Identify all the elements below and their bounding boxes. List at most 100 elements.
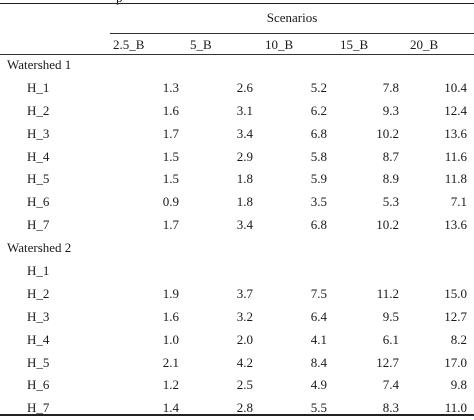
table-row: H_3 1.6 3.2 6.4 9.5 12.7 [0,306,474,329]
value-cell: 3.4 [236,125,253,141]
table-row: H_3 1.7 3.4 6.8 10.2 13.6 [0,123,474,146]
value-cell: 1.5 [162,148,179,164]
value-cell: 2.0 [236,331,253,347]
row-label: H_2 [27,102,50,118]
value-cell: 8.9 [382,171,399,187]
value-cell: 1.7 [162,125,179,141]
value-cell: 7.8 [382,79,399,95]
table-row: H_5 2.1 4.2 8.4 12.7 17.0 [0,352,474,375]
row-label: H_2 [27,285,50,301]
value-cell: 1.8 [236,171,253,187]
table-row: H_2 1.6 3.1 6.2 9.3 12.4 [0,100,474,123]
row-label: H_4 [27,331,50,347]
value-cell: 10.4 [444,79,467,95]
value-cell: 2.6 [236,79,253,95]
column-header: 5_B [190,37,212,52]
row-label: H_1 [27,263,50,279]
table-caption: p [116,0,386,5]
value-cell: 6.1 [382,331,399,347]
value-cell: 5.8 [310,148,327,164]
value-cell: 9.3 [382,102,399,118]
value-cell: 8.7 [382,148,399,164]
column-header: 20_B [410,37,439,52]
value-cell: 2.8 [236,400,253,416]
value-cell: 6.2 [310,102,327,118]
value-cell: 8.3 [382,400,399,416]
table-row: H_1 [0,260,474,283]
value-cell: 12.4 [444,102,467,118]
group-row: Watershed 2 [0,237,474,260]
value-cell: 1.3 [162,79,179,95]
value-cell: 5.2 [310,79,327,95]
value-cell: 1.7 [162,217,179,233]
value-cell: 11.8 [444,171,467,187]
value-cell: 1.5 [162,171,179,187]
row-label: H_6 [27,377,50,393]
value-cell: 10.2 [376,125,399,141]
value-cell: 3.2 [236,308,253,324]
table-row: H_6 0.9 1.8 3.5 5.3 7.1 [0,191,474,214]
value-cell: 1.6 [162,308,179,324]
value-cell: 5.3 [382,194,399,210]
scenarios-rule [110,33,474,34]
value-cell: 13.6 [444,217,467,233]
row-label: H_7 [27,217,50,233]
value-cell: 7.1 [450,194,467,210]
value-cell: 13.6 [444,125,467,141]
row-label: H_5 [27,354,50,370]
value-cell: 1.4 [162,400,179,416]
value-cell: 17.0 [444,354,467,370]
value-cell: 1.6 [162,102,179,118]
row-label: H_1 [27,79,50,95]
value-cell: 0.9 [162,194,179,210]
value-cell: 6.8 [310,217,327,233]
value-cell: 12.7 [444,308,467,324]
group-label: Watershed 1 [7,57,72,72]
value-cell: 5.5 [310,400,327,416]
column-header: 10_B [265,37,294,52]
value-cell: 8.2 [450,331,467,347]
group-label: Watershed 2 [7,240,72,256]
top-rule [0,3,474,4]
value-cell: 3.1 [236,102,253,118]
value-cell: 9.5 [382,308,399,324]
value-cell: 1.2 [162,377,179,393]
scenarios-spanner: Scenarios [266,10,318,25]
value-cell: 2.1 [162,354,179,370]
value-cell: 6.8 [310,125,327,141]
row-label: H_3 [27,125,50,141]
table-row: H_6 1.2 2.5 4.9 7.4 9.8 [0,374,474,397]
value-cell: 2.9 [236,148,253,164]
row-label: H_5 [27,171,50,187]
table-row: H_4 1.0 2.0 4.1 6.1 8.2 [0,329,474,352]
column-header: 15_B [340,37,369,52]
group-row: Watershed 1 [0,54,474,77]
column-header: 2.5_B [113,37,145,52]
table-row: H_2 1.9 3.7 7.5 11.2 15.0 [0,283,474,306]
row-label: H_7 [27,400,50,416]
header-rule [0,54,474,55]
value-cell: 1.9 [162,285,179,301]
value-cell: 4.2 [236,354,253,370]
value-cell: 4.9 [310,377,327,393]
value-cell: 1.8 [236,194,253,210]
row-label: H_3 [27,308,50,324]
table-row: H_7 1.4 2.8 5.5 8.3 11.0 [0,397,474,420]
value-cell: 15.0 [444,285,467,301]
table-body: Watershed 1 H_1 1.3 2.6 5.2 7.8 10.4 H_2… [0,54,474,420]
value-cell: 7.5 [310,285,327,301]
bottom-rule [0,414,474,416]
value-cell: 11.6 [444,148,467,164]
value-cell: 3.4 [236,217,253,233]
value-cell: 4.1 [310,331,327,347]
caption-fragment: p [116,0,123,5]
table-row: H_4 1.5 2.9 5.8 8.7 11.6 [0,146,474,169]
row-label: H_6 [27,194,50,210]
value-cell: 6.4 [310,308,327,324]
value-cell: 3.5 [310,194,327,210]
value-cell: 1.0 [162,331,179,347]
value-cell: 11.0 [444,400,467,416]
row-label: H_4 [27,148,50,164]
value-cell: 5.9 [310,171,327,187]
value-cell: 9.8 [450,377,467,393]
